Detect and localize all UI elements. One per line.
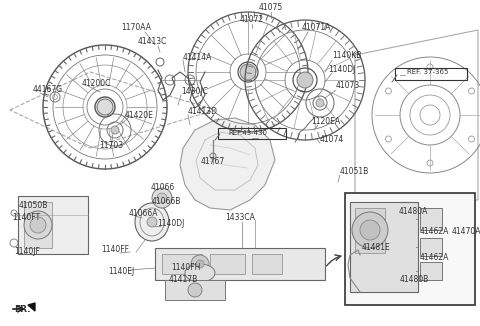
- Text: 41480A: 41480A: [399, 206, 428, 215]
- Circle shape: [188, 283, 202, 297]
- Polygon shape: [180, 118, 275, 210]
- Circle shape: [111, 126, 119, 134]
- Circle shape: [196, 260, 204, 268]
- Text: 1140FH: 1140FH: [171, 263, 201, 273]
- Text: 11703: 11703: [99, 141, 123, 150]
- Bar: [165, 280, 225, 300]
- Text: 1170AA: 1170AA: [121, 23, 151, 33]
- Text: 1140DJ: 1140DJ: [328, 65, 355, 73]
- Ellipse shape: [185, 264, 215, 282]
- Bar: [155, 248, 325, 280]
- Bar: [350, 202, 418, 292]
- Circle shape: [316, 99, 324, 107]
- Text: REF.43-430: REF.43-430: [228, 130, 267, 136]
- Text: 41462A: 41462A: [420, 254, 449, 262]
- Bar: [395, 68, 467, 80]
- Circle shape: [352, 212, 388, 248]
- Text: 1430JC: 1430JC: [181, 86, 208, 96]
- Bar: [420, 262, 442, 280]
- Circle shape: [240, 64, 256, 80]
- Text: 41470A: 41470A: [452, 228, 480, 236]
- Circle shape: [297, 72, 313, 88]
- Text: 41066A: 41066A: [129, 210, 158, 218]
- Text: 1140KB: 1140KB: [332, 52, 361, 61]
- Text: FR.: FR.: [14, 304, 31, 314]
- Circle shape: [191, 255, 209, 273]
- Text: 41200C: 41200C: [82, 79, 111, 87]
- Bar: [210, 254, 245, 274]
- Circle shape: [360, 220, 380, 240]
- Circle shape: [157, 193, 167, 203]
- Circle shape: [147, 217, 157, 227]
- Bar: [420, 208, 442, 230]
- Text: 41066B: 41066B: [152, 198, 181, 206]
- Bar: [18, 196, 88, 254]
- Bar: [218, 128, 286, 139]
- Text: 41414A: 41414A: [183, 52, 212, 62]
- Bar: [345, 193, 475, 305]
- Text: 41074: 41074: [320, 136, 344, 144]
- Text: 41767: 41767: [201, 156, 225, 166]
- Text: 1140EJ: 1140EJ: [108, 268, 134, 276]
- Bar: [252, 254, 282, 274]
- Text: 41462A: 41462A: [420, 228, 449, 236]
- Text: 41481E: 41481E: [362, 244, 391, 253]
- Text: 1433CA: 1433CA: [225, 214, 255, 223]
- Text: 41420E: 41420E: [125, 111, 154, 121]
- Circle shape: [24, 211, 52, 239]
- Text: 41073: 41073: [336, 82, 360, 91]
- Text: 1140JF: 1140JF: [14, 246, 40, 256]
- Text: REF. 37-365: REF. 37-365: [407, 69, 448, 75]
- Text: 1120EA: 1120EA: [311, 116, 340, 126]
- Text: 41480B: 41480B: [400, 274, 429, 284]
- Text: 44167G: 44167G: [33, 85, 63, 95]
- Text: 41413C: 41413C: [137, 37, 167, 47]
- Text: 41072: 41072: [240, 16, 264, 24]
- Text: 1140DJ: 1140DJ: [157, 219, 184, 229]
- Bar: [162, 254, 202, 274]
- Text: 1140FT: 1140FT: [12, 214, 40, 223]
- Circle shape: [152, 188, 172, 208]
- Text: 41413D: 41413D: [188, 108, 218, 116]
- Circle shape: [97, 99, 113, 115]
- Bar: [355, 208, 385, 253]
- Text: 41051B: 41051B: [340, 168, 369, 176]
- Text: 1140FF: 1140FF: [101, 245, 129, 255]
- Text: 41066: 41066: [151, 184, 175, 192]
- Ellipse shape: [135, 203, 169, 241]
- Polygon shape: [28, 303, 35, 311]
- Text: 41075: 41075: [259, 4, 283, 12]
- Bar: [24, 202, 52, 248]
- Text: 41050B: 41050B: [19, 200, 48, 210]
- Text: 41071A: 41071A: [302, 23, 331, 33]
- Bar: [420, 238, 442, 256]
- Text: 41417B: 41417B: [168, 275, 198, 285]
- Circle shape: [30, 217, 46, 233]
